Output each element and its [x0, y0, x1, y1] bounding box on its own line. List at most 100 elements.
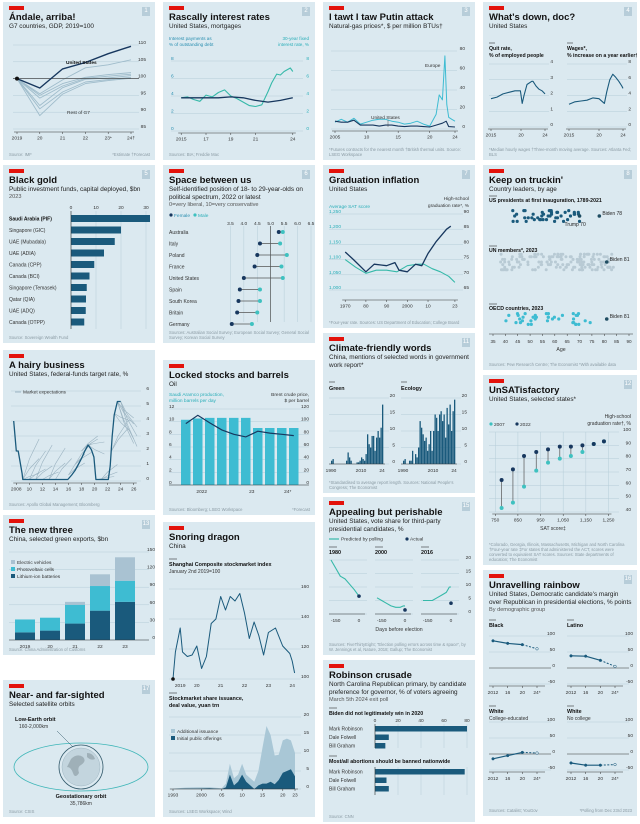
xtick-label: 4.5 [254, 221, 261, 227]
chart-number: 7 [462, 170, 470, 179]
chart-subtitle: United States, vote share for third-part… [329, 518, 441, 533]
leader-dot [559, 255, 563, 259]
mention-bar [361, 457, 363, 464]
chart-subtitle: North Carolina Republican primary, by ca… [329, 681, 467, 696]
leader-dot [560, 313, 565, 317]
panel-graduation: 7 Graduation inflation United States Ave… [323, 165, 475, 328]
left-ytick-label: 6 [169, 442, 172, 448]
right-ytick-label: 90 [464, 209, 470, 215]
gas-xtick-label: 24 [452, 135, 458, 141]
ytick-ytick-label: 10 [462, 426, 468, 432]
leader-dot [548, 257, 552, 261]
leader-dot [538, 218, 542, 222]
source-note: Sources: Catalist; YouGov [489, 808, 538, 813]
panel-label: 2016 [421, 550, 433, 556]
margin-point [569, 761, 573, 765]
grad-xtick-label: 90 [384, 304, 390, 310]
mortgage-xtick-label: 21 [253, 137, 259, 143]
leader-dot [529, 319, 533, 323]
category-tag [489, 6, 504, 10]
male-dot [255, 310, 260, 315]
chart-number: 16 [624, 575, 632, 584]
ffr-xtick-label: 24 [118, 487, 124, 493]
right-ytick-label: 2 [306, 109, 309, 115]
leader-dot [599, 260, 603, 264]
female-dot [236, 299, 241, 303]
chart-title: Snoring dragon [169, 532, 240, 543]
stacked-bar-segment [65, 604, 85, 624]
right-ytick-label: 65 [464, 285, 470, 291]
leader-dot [549, 263, 553, 267]
leader-dot [610, 252, 614, 256]
margin-projection-line [600, 659, 616, 667]
right-ytick-label: 70 [464, 270, 470, 276]
ffr-xtick-label: 14 [53, 487, 59, 493]
leader-dot [576, 210, 580, 214]
dot-2007 [522, 484, 527, 489]
chart-title: I tawt I taw Putin attack [329, 12, 434, 23]
xtick-label: 5.5 [281, 221, 288, 227]
female-dot [276, 230, 281, 234]
stacked-bar-segment [15, 619, 35, 633]
right-ytick-label: 40 [304, 455, 310, 461]
stacked-bar-segment [65, 601, 85, 605]
right-ytick-label: 0 [306, 480, 309, 486]
chart-issuance: Stockmarket share issuance,deal value, y… [168, 692, 309, 799]
leader-dot [503, 260, 507, 264]
leader-dot [607, 257, 611, 261]
leader-dot [589, 257, 593, 261]
leader-dot [536, 265, 540, 269]
source-note: Sources: FiveThirtyEight; "Election poll… [329, 642, 466, 652]
leader-dot [536, 252, 540, 256]
leader-dot [577, 257, 581, 261]
europe-line [334, 55, 456, 127]
ytick-label: 0 [630, 663, 633, 669]
gdp-xtick-label: 22 [83, 136, 89, 142]
market-expectation-line [48, 447, 66, 480]
category-tag [489, 379, 504, 383]
y-axis-title: High-school [605, 414, 631, 420]
leader-dot [521, 315, 525, 319]
dot-2007 [499, 506, 504, 510]
shanghai-ytick-label: 140 [301, 614, 309, 620]
low-earth-orbit-ring [58, 744, 104, 790]
xtick-label: 20 [194, 683, 200, 689]
left-ytick-label: 1,200 [329, 224, 341, 230]
source-note: Sources: Apollo Global Management; Bloom… [9, 502, 100, 507]
leader-dot [572, 212, 576, 216]
market-expectation-line [120, 401, 138, 428]
category-tag [9, 519, 24, 523]
candidate-label: Bill Graham [329, 787, 355, 793]
market-expectation-line [100, 471, 118, 480]
panel-robinson: Robinson crusade North Carolina Republic… [323, 660, 475, 822]
leader-dot [600, 265, 604, 269]
category-tag [169, 169, 184, 173]
ytick-label: -50 [548, 679, 555, 685]
ytick-ytick-label: 20 [462, 393, 468, 399]
chart-rainbow: Black -50 0 50 100 2012 16 20 24* Latino -50 0 50 100… [488, 619, 633, 782]
dot-2007 [580, 450, 585, 454]
bar [71, 318, 85, 326]
green-ytick-label: 0 [152, 635, 155, 641]
ytick-label: 5 [468, 596, 471, 602]
leader-dot [569, 260, 573, 264]
right-axis-label: High-school [444, 196, 469, 202]
chart-number: 11 [462, 338, 470, 347]
leader-dot [592, 252, 596, 256]
production-bar [289, 428, 299, 485]
agreement-bar [375, 743, 386, 749]
bar [71, 249, 104, 257]
category-label: Canada (OTPP) [9, 320, 45, 326]
stacked-bar-segment [115, 601, 135, 640]
rest-of-g7-line [16, 59, 132, 95]
mention-bar [346, 460, 348, 464]
category-tag [9, 354, 24, 358]
chart-green-exports: 0 30 60 90 120 150 Electric vehiclesPhotovolta… [9, 547, 155, 650]
margin-point [491, 757, 495, 761]
leader-dot [511, 209, 515, 213]
xtick-label: 0 [404, 618, 407, 624]
leader-dot [574, 322, 578, 326]
legend-swatch [171, 729, 175, 733]
leader-dot [561, 219, 566, 223]
